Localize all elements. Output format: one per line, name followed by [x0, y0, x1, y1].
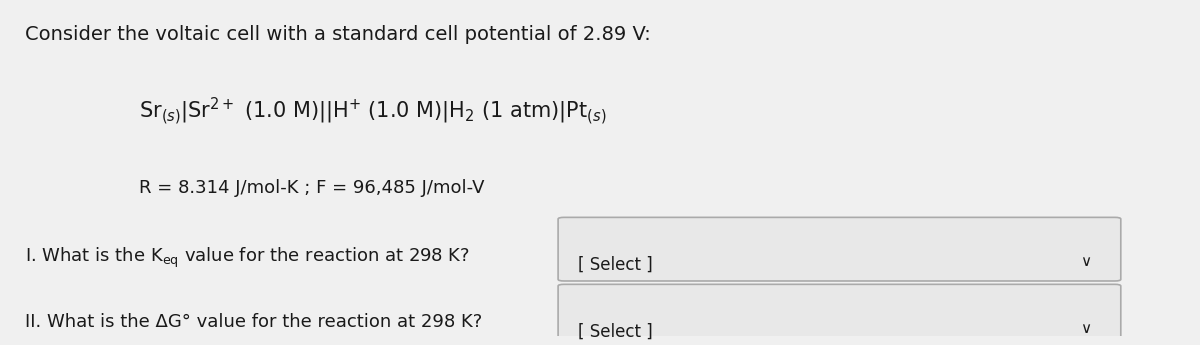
FancyBboxPatch shape	[558, 217, 1121, 281]
Text: ∨: ∨	[1080, 254, 1091, 269]
Text: [ Select ]: [ Select ]	[578, 256, 653, 274]
Text: Consider the voltaic cell with a standard cell potential of 2.89 V:: Consider the voltaic cell with a standar…	[25, 25, 652, 44]
Text: Sr$_{(s)}$|Sr$^{2+}$ (1.0 M)||H$^{+}$ (1.0 M)|H$_{2}$ (1 atm)|Pt$_{(s)}$: Sr$_{(s)}$|Sr$^{2+}$ (1.0 M)||H$^{+}$ (1…	[139, 95, 607, 127]
FancyBboxPatch shape	[558, 284, 1121, 345]
Text: ∨: ∨	[1080, 321, 1091, 336]
Text: II. What is the ΔG° value for the reaction at 298 K?: II. What is the ΔG° value for the reacti…	[25, 313, 482, 331]
Text: I. What is the K$_\mathregular{eq}$ value for the reaction at 298 K?: I. What is the K$_\mathregular{eq}$ valu…	[25, 246, 470, 270]
Text: [ Select ]: [ Select ]	[578, 323, 653, 341]
Text: R = 8.314 J/mol-K ; F = 96,485 J/mol-V: R = 8.314 J/mol-K ; F = 96,485 J/mol-V	[139, 179, 485, 197]
